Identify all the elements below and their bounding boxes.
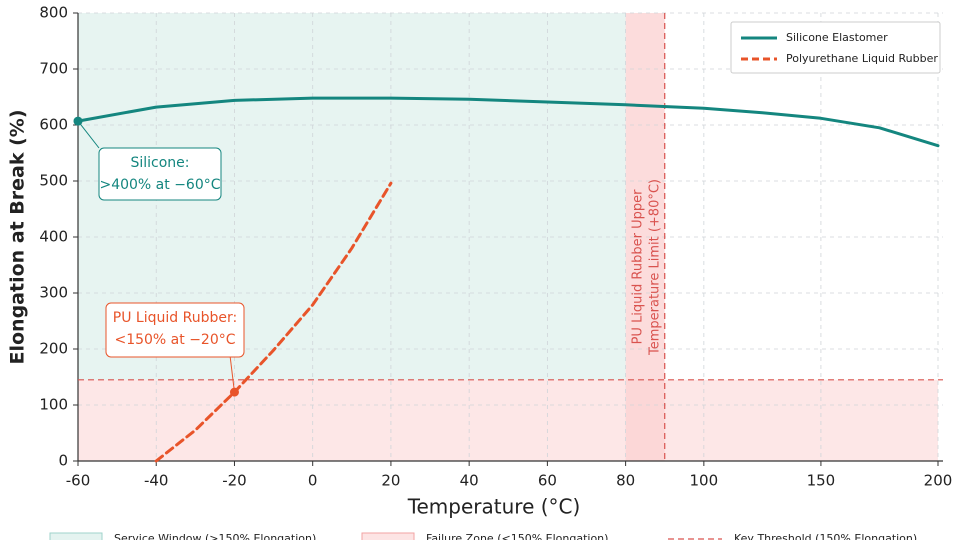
annotation-box — [98, 147, 222, 201]
y-tick-label: 500 — [39, 172, 68, 190]
legend-label: Silicone Elastomer — [786, 31, 888, 44]
annotation-text: Silicone: — [130, 155, 189, 171]
series-line — [154, 181, 393, 463]
plot-layer: 0 100 200 300 400 500 600 700 800 -60 -40 -20 0 20 40 6… — [39, 4, 952, 490]
x-tick-label: 0 — [308, 472, 318, 490]
annotation-text: >400% at −60°C — [99, 177, 220, 193]
x-tick-label: 80 — [616, 472, 635, 490]
y-tick-label: 100 — [39, 396, 68, 414]
x-tick-label: -60 — [66, 472, 91, 490]
series-line — [76, 96, 940, 148]
y-tick-label: 300 — [39, 284, 68, 302]
legend-box — [730, 21, 941, 74]
x-tick-label: 20 — [381, 472, 400, 490]
legend-label: Polyurethane Liquid Rubber — [786, 52, 938, 65]
annotation-text: <150% at −20°C — [114, 332, 235, 348]
annotation-point — [73, 116, 83, 126]
legend-swatch — [49, 532, 103, 540]
y-axis-label: Elongation at Break (%) — [7, 109, 29, 364]
limit-label: PU Liquid Rubber Upper — [631, 189, 646, 345]
y-tick-label: 0 — [58, 452, 68, 470]
x-tick-label: -40 — [144, 472, 169, 490]
annotation-box — [105, 302, 245, 358]
x-tick-label: 40 — [460, 472, 479, 490]
legend: Silicone Elastomer Polyurethane Liquid Ru… — [730, 21, 941, 74]
y-tick-label: 200 — [39, 340, 68, 358]
legend-swatch — [361, 532, 415, 540]
shaded-region — [78, 379, 938, 461]
legend-label: Service Window (>150% Elongation) — [114, 532, 316, 540]
x-tick-label: 150 — [807, 472, 836, 490]
legend-label: Key Threshold (150% Elongation) — [734, 532, 917, 540]
annotation-point — [229, 387, 239, 397]
x-tick-label: 60 — [538, 472, 557, 490]
y-tick-label: 400 — [39, 228, 68, 246]
bottom-legend: Service Window (>150% Elongation) Failure… — [49, 532, 917, 540]
annotation-text: PU Liquid Rubber: — [113, 310, 237, 326]
y-tick-label: 600 — [39, 116, 68, 134]
legend-label: Failure Zone (<150% Elongation) — [426, 532, 608, 540]
x-tick-label: 100 — [690, 472, 719, 490]
limit-label: Temperature Limit (+80°C) — [648, 179, 663, 356]
annotation-arrow — [229, 356, 235, 393]
annotation-arrow — [77, 120, 100, 149]
y-tick-label: 700 — [39, 60, 68, 78]
x-axis-label: Temperature (°C) — [407, 495, 581, 519]
x-tick-label: 200 — [924, 472, 953, 490]
y-tick-label: 800 — [39, 4, 68, 22]
x-tick-label: -20 — [222, 472, 247, 490]
